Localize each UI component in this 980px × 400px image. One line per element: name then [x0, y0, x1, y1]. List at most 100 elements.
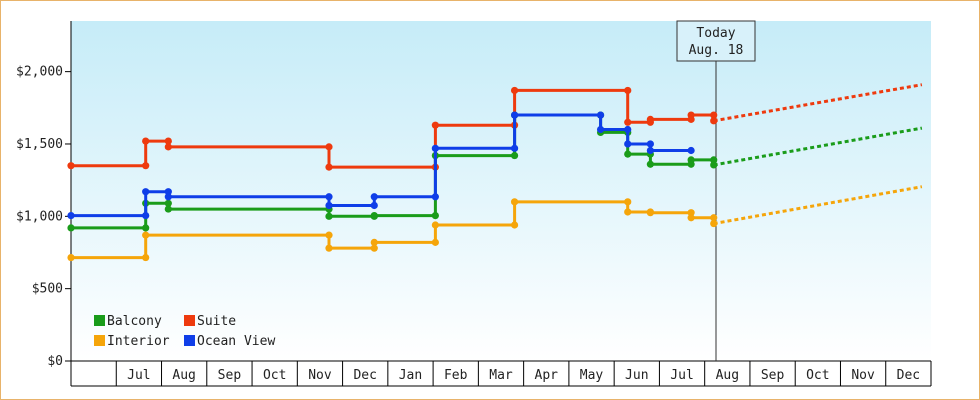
data-point-balcony — [370, 211, 378, 220]
data-point-interior — [710, 214, 718, 222]
data-point-interior — [710, 219, 718, 228]
data-point-interior — [370, 238, 378, 246]
legend-label-suite: Suite — [197, 314, 236, 329]
data-point-ocean — [164, 193, 172, 201]
x-tick-label: Oct — [263, 368, 286, 383]
series-balcony — [67, 111, 923, 232]
data-point-balcony — [710, 161, 718, 169]
x-tick-label: Jun — [625, 368, 648, 383]
data-point-ocean — [510, 144, 519, 152]
legend-item-balcony: Balcony — [94, 314, 162, 329]
data-point-ocean — [646, 140, 654, 148]
data-point-ocean — [164, 188, 172, 196]
x-tick-label: Mar — [489, 368, 513, 383]
x-tick-label: May — [580, 368, 604, 383]
data-point-ocean — [510, 111, 519, 119]
data-point-interior — [646, 209, 654, 217]
data-point-ocean — [142, 188, 150, 196]
data-point-suite — [67, 162, 75, 170]
x-tick-label: Sep — [218, 368, 242, 383]
x-tick-label: Aug — [716, 368, 739, 383]
x-tick-label: Dec — [353, 368, 376, 383]
data-point-ocean — [370, 193, 378, 201]
data-point-interior — [325, 244, 333, 252]
data-point-balcony — [646, 160, 654, 168]
today-box — [676, 20, 756, 62]
y-tick-label: $2,000 — [16, 65, 63, 80]
data-point-suite — [142, 137, 150, 145]
legend-label-ocean: Ocean View — [197, 334, 275, 349]
legend-swatch-interior — [94, 335, 105, 346]
y-tick-label: $0 — [47, 354, 63, 369]
data-point-suite — [646, 115, 654, 123]
data-point-ocean — [370, 201, 378, 210]
x-tick-label: Sep — [761, 368, 785, 383]
x-tick-label: Nov — [308, 368, 332, 383]
legend-swatch-suite — [184, 315, 195, 326]
legend-swatch-balcony — [94, 315, 105, 326]
today-label: Today — [696, 26, 735, 41]
data-point-interior — [624, 198, 632, 206]
plot-background — [71, 21, 931, 361]
data-point-ocean — [431, 193, 439, 201]
today-date-label: Aug. 18 — [689, 43, 744, 58]
data-point-suite — [142, 162, 150, 170]
data-point-ocean — [646, 146, 654, 155]
data-point-balcony — [687, 156, 695, 164]
x-tick-label: Feb — [444, 368, 468, 383]
data-point-interior — [142, 253, 150, 262]
forecast-line-interior — [713, 185, 923, 226]
y-tick-label: $1,500 — [16, 137, 63, 152]
data-point-ocean — [624, 125, 632, 134]
x-tick-label: Dec — [897, 368, 920, 383]
data-point-balcony — [510, 151, 519, 160]
legend-label-balcony: Balcony — [107, 314, 162, 329]
data-point-suite — [710, 117, 718, 125]
data-point-interior — [687, 209, 695, 217]
forecast-line-balcony — [713, 126, 923, 167]
x-tick-label: Oct — [806, 368, 829, 383]
data-point-ocean — [624, 140, 632, 148]
data-point-suite — [325, 163, 333, 171]
data-point-balcony — [325, 212, 333, 220]
x-tick-label: Apr — [535, 368, 559, 383]
data-point-interior — [431, 221, 439, 229]
data-point-ocean — [142, 211, 150, 220]
data-point-suite — [624, 118, 632, 126]
data-point-ocean — [687, 146, 695, 155]
data-point-interior — [142, 231, 150, 239]
data-point-balcony — [164, 205, 172, 213]
data-point-interior — [510, 221, 519, 229]
legend-label-interior: Interior — [107, 334, 170, 349]
data-point-balcony — [431, 211, 439, 220]
x-tick-label: Jan — [399, 368, 422, 383]
data-point-interior — [370, 244, 378, 252]
data-point-suite — [164, 143, 172, 151]
data-point-balcony — [624, 150, 632, 158]
series-ocean — [67, 111, 695, 220]
data-point-interior — [624, 208, 632, 216]
legend-swatch-ocean — [184, 335, 195, 346]
data-point-ocean — [431, 144, 439, 152]
x-tick-label: Jul — [127, 368, 150, 383]
data-point-ocean — [325, 201, 333, 210]
legend-item-interior: Interior — [94, 334, 170, 349]
y-tick-label: $1,000 — [16, 209, 63, 224]
x-tick-label: Aug — [172, 368, 195, 383]
data-point-interior — [510, 198, 519, 206]
data-point-ocean — [596, 111, 605, 119]
legend-item-ocean: Ocean View — [184, 334, 275, 349]
x-tick-label: Nov — [851, 368, 875, 383]
data-point-suite — [164, 137, 172, 145]
data-point-ocean — [67, 211, 75, 220]
data-point-interior — [67, 253, 75, 262]
data-point-ocean — [325, 193, 333, 201]
data-point-balcony — [67, 224, 75, 232]
data-point-suite — [431, 121, 439, 129]
data-point-suite — [687, 111, 695, 119]
data-point-interior — [431, 238, 439, 246]
x-tick-label: Jul — [670, 368, 693, 383]
legend-item-suite: Suite — [184, 314, 236, 329]
data-point-interior — [687, 214, 695, 222]
